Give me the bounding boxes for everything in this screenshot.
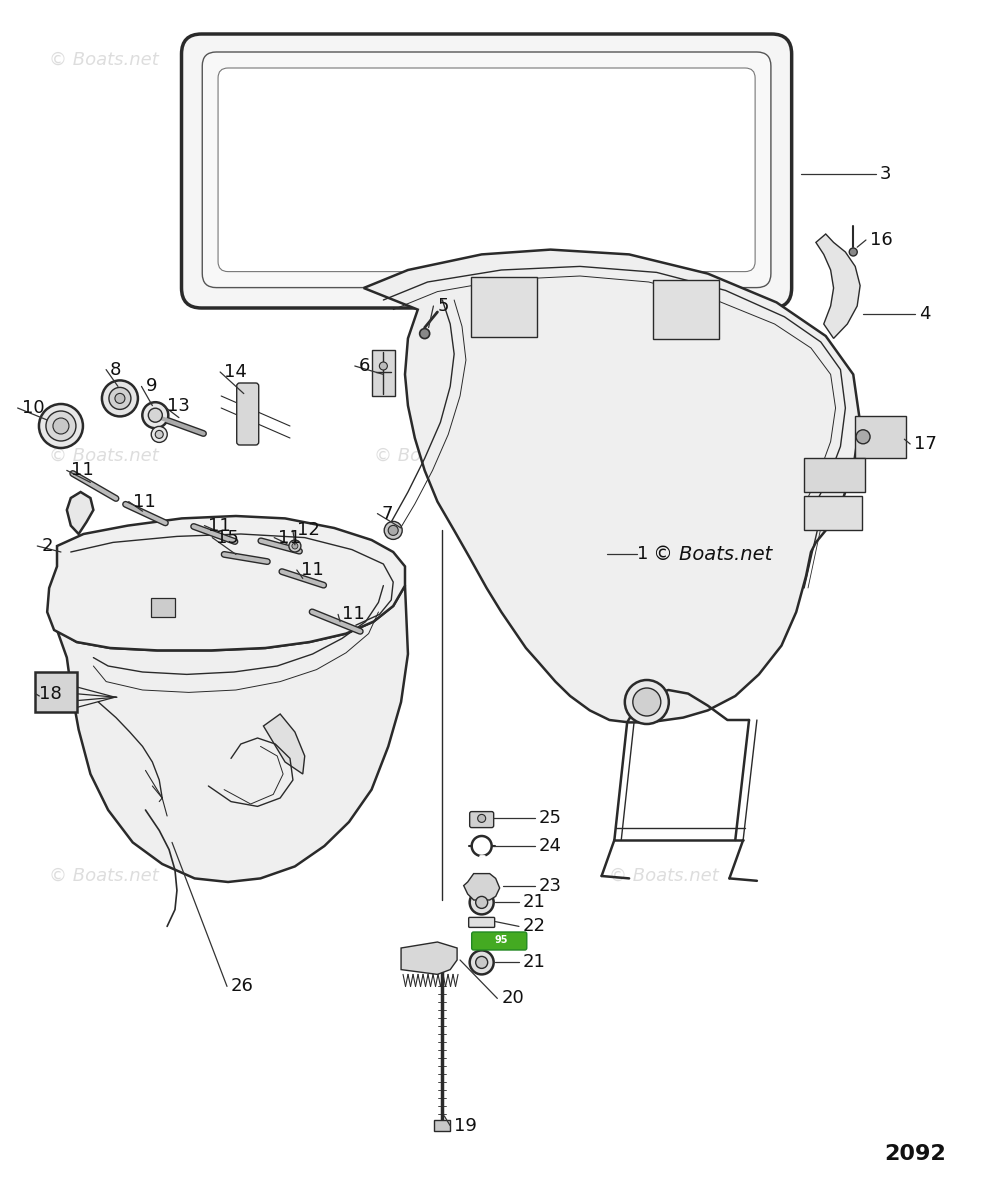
Polygon shape xyxy=(401,942,457,974)
FancyBboxPatch shape xyxy=(804,457,865,492)
Text: 95: 95 xyxy=(494,935,508,944)
FancyBboxPatch shape xyxy=(804,496,862,530)
Text: 21: 21 xyxy=(523,893,546,912)
FancyBboxPatch shape xyxy=(469,917,494,928)
FancyBboxPatch shape xyxy=(202,52,771,288)
Text: 17: 17 xyxy=(914,434,937,452)
Circle shape xyxy=(388,526,398,535)
Circle shape xyxy=(53,418,69,434)
Circle shape xyxy=(109,388,131,409)
Text: © Boats.net: © Boats.net xyxy=(49,866,159,886)
Text: 24: 24 xyxy=(539,838,561,854)
Text: 22: 22 xyxy=(523,917,546,936)
Text: 11: 11 xyxy=(208,516,231,534)
Text: 23: 23 xyxy=(539,876,561,894)
Text: 11: 11 xyxy=(278,528,301,546)
Text: 11: 11 xyxy=(301,560,323,578)
Circle shape xyxy=(115,394,125,403)
Circle shape xyxy=(292,542,298,550)
Text: 2: 2 xyxy=(41,538,53,554)
Text: 11: 11 xyxy=(133,492,155,511)
Text: 11: 11 xyxy=(342,605,365,624)
Circle shape xyxy=(476,956,488,968)
Polygon shape xyxy=(364,250,860,722)
Text: © Boats.net: © Boats.net xyxy=(374,446,484,464)
Text: 1: 1 xyxy=(637,545,649,563)
Circle shape xyxy=(289,540,301,552)
FancyBboxPatch shape xyxy=(471,277,537,337)
Text: 5: 5 xyxy=(437,296,449,314)
Polygon shape xyxy=(57,586,408,882)
Circle shape xyxy=(46,410,76,440)
Circle shape xyxy=(420,329,430,338)
Polygon shape xyxy=(263,714,305,774)
Text: 4: 4 xyxy=(919,305,931,323)
Text: 25: 25 xyxy=(539,809,561,828)
Text: 26: 26 xyxy=(231,977,254,996)
Circle shape xyxy=(384,521,402,539)
Circle shape xyxy=(849,248,857,256)
FancyBboxPatch shape xyxy=(855,415,906,458)
FancyBboxPatch shape xyxy=(372,349,395,396)
FancyBboxPatch shape xyxy=(653,280,719,340)
Text: 14: 14 xyxy=(224,364,247,382)
Circle shape xyxy=(856,430,870,444)
Circle shape xyxy=(379,362,387,370)
FancyBboxPatch shape xyxy=(35,672,77,713)
Polygon shape xyxy=(464,874,499,900)
Text: 11: 11 xyxy=(71,461,93,479)
Text: 12: 12 xyxy=(297,521,319,539)
Circle shape xyxy=(102,380,138,416)
Circle shape xyxy=(478,815,486,822)
FancyBboxPatch shape xyxy=(151,598,175,617)
Circle shape xyxy=(470,890,493,914)
FancyBboxPatch shape xyxy=(218,68,755,271)
Circle shape xyxy=(148,408,162,422)
FancyBboxPatch shape xyxy=(434,1121,450,1132)
Polygon shape xyxy=(67,492,93,534)
Text: 2092: 2092 xyxy=(885,1145,947,1164)
Text: © Boats.net: © Boats.net xyxy=(609,50,720,68)
Text: 16: 16 xyxy=(870,230,893,248)
Text: 15: 15 xyxy=(216,528,239,546)
Circle shape xyxy=(625,680,668,724)
Text: © Boats.net: © Boats.net xyxy=(647,545,772,564)
Text: © Boats.net: © Boats.net xyxy=(609,866,720,886)
Polygon shape xyxy=(47,516,405,650)
Text: 7: 7 xyxy=(381,504,393,523)
Text: 18: 18 xyxy=(39,684,62,702)
Text: 19: 19 xyxy=(454,1116,477,1135)
FancyBboxPatch shape xyxy=(237,383,259,445)
FancyBboxPatch shape xyxy=(472,932,527,950)
Circle shape xyxy=(39,404,83,448)
Text: 8: 8 xyxy=(110,360,122,379)
Text: © Boats.net: © Boats.net xyxy=(49,50,159,68)
Polygon shape xyxy=(816,234,860,338)
Circle shape xyxy=(155,431,163,438)
Text: © Boats.net: © Boats.net xyxy=(49,446,159,464)
Circle shape xyxy=(143,402,168,428)
Circle shape xyxy=(633,688,661,716)
Text: 9: 9 xyxy=(145,377,157,395)
Text: 3: 3 xyxy=(880,164,892,182)
Circle shape xyxy=(476,896,488,908)
FancyBboxPatch shape xyxy=(470,811,493,828)
Text: 13: 13 xyxy=(167,396,190,414)
Text: 10: 10 xyxy=(22,398,44,416)
Circle shape xyxy=(470,950,493,974)
Circle shape xyxy=(151,426,167,443)
Text: 20: 20 xyxy=(501,989,524,1007)
Text: 6: 6 xyxy=(359,358,371,374)
FancyBboxPatch shape xyxy=(182,34,791,308)
Text: 21: 21 xyxy=(523,953,546,972)
